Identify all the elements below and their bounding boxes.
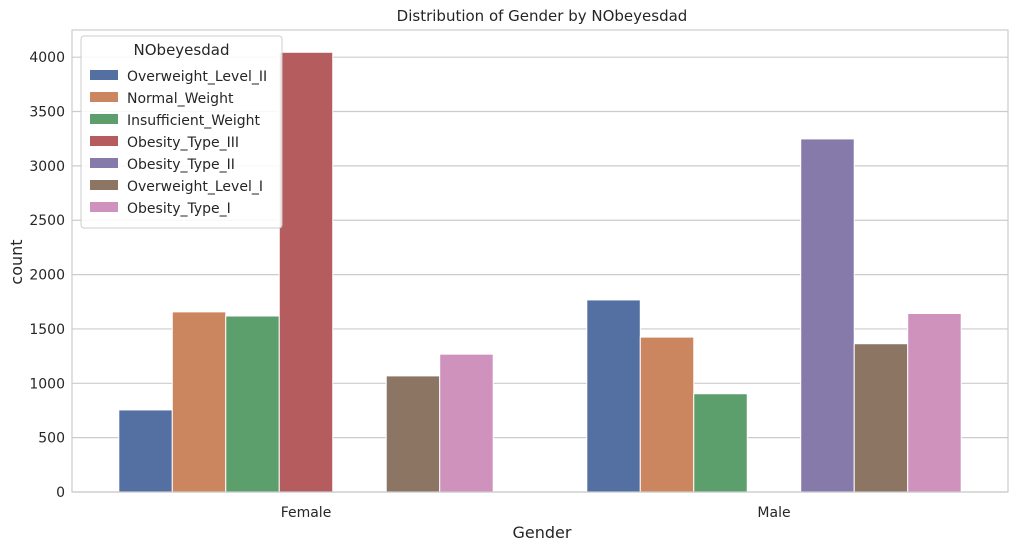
x-tick-label: Female [281, 505, 332, 521]
bar [385, 375, 441, 493]
y-tick-label: 2500 [29, 213, 65, 229]
bars [118, 51, 962, 493]
y-tick-labels: 0 500 1000 1500 2000 2500 3000 3500 4000 [29, 50, 65, 501]
bar [586, 299, 641, 493]
y-tick-label: 3500 [29, 105, 65, 121]
legend-label: Obesity_Type_I [127, 201, 231, 217]
chart-title: Distribution of Gender by NObeyesdad [397, 7, 688, 25]
y-tick-label: 4000 [29, 50, 65, 66]
legend-label: Overweight_Level_I [127, 179, 263, 195]
y-tick-label: 500 [38, 431, 65, 447]
bar [800, 138, 855, 493]
bar [225, 315, 280, 493]
legend-swatch [90, 114, 118, 124]
bar [907, 313, 962, 493]
legend-swatch [90, 202, 118, 212]
bar [693, 393, 748, 493]
x-tick-label: Male [757, 505, 790, 521]
y-tick-label: 3000 [29, 159, 65, 175]
bar [439, 353, 494, 493]
legend-title: NObeyesdad [134, 41, 230, 59]
legend-swatch [90, 70, 118, 80]
legend-swatch [90, 136, 118, 146]
y-axis-label: count [7, 239, 26, 284]
legend-label: Overweight_Level_II [127, 69, 267, 85]
legend-swatch [90, 92, 118, 102]
y-tick-label: 0 [56, 485, 65, 501]
bar [118, 409, 173, 493]
legend-label: Insufficient_Weight [127, 113, 261, 129]
bar [853, 343, 909, 493]
x-axis-label: Gender [513, 523, 572, 542]
legend-swatch [90, 158, 118, 168]
x-tick-labels: Female Male [281, 505, 791, 521]
legend-box [80, 35, 283, 229]
y-tick-label: 1000 [29, 376, 65, 392]
legend-label: Normal_Weight [127, 91, 234, 107]
legend: NObeyesdad Overweight_Level_II Normal_Wei… [80, 35, 283, 229]
bar [171, 311, 227, 493]
bar [639, 336, 695, 493]
y-tick-label: 2000 [29, 268, 65, 284]
legend-swatch [90, 180, 118, 190]
legend-label: Obesity_Type_II [127, 157, 235, 173]
legend-label: Obesity_Type_III [127, 135, 239, 151]
plot-frame [71, 29, 1009, 493]
y-tick-label: 1500 [29, 322, 65, 338]
bar [278, 51, 334, 493]
